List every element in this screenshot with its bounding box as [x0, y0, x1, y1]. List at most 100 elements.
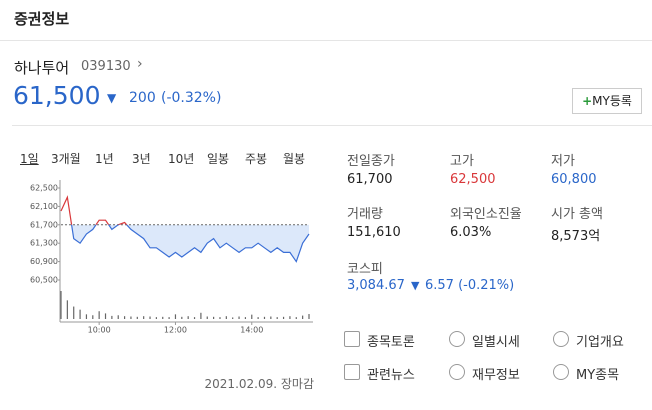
down-icon: ▼ — [411, 279, 420, 292]
volume-bar — [181, 316, 183, 319]
volume-bar — [244, 317, 247, 319]
price: 61,500 — [13, 81, 101, 110]
tab[interactable]: 1년 — [95, 152, 114, 166]
volume-bar — [193, 317, 196, 319]
my-button-label: MY등록 — [592, 94, 632, 108]
stat-value: 60,800 — [551, 172, 597, 187]
volume-bar — [213, 316, 215, 319]
price-area — [71, 224, 309, 262]
volume-bar — [73, 306, 75, 319]
stat-label: 고가 — [450, 154, 474, 169]
x-tick-label: 14:00 — [240, 326, 263, 335]
index-change: 6.57 (-0.21%) — [425, 278, 515, 293]
tab[interactable]: 월봉 — [283, 152, 306, 166]
volume-bar — [238, 316, 240, 319]
volume-bar — [130, 316, 132, 319]
volume-bar — [206, 316, 208, 319]
tab[interactable]: 3년 — [132, 152, 151, 166]
volume-bar — [60, 291, 62, 319]
price-line-up — [60, 195, 128, 225]
change: 200 — [129, 90, 156, 106]
volume-bar — [98, 311, 100, 319]
tab[interactable]: 1일 — [20, 152, 39, 166]
volume-bar — [168, 317, 170, 319]
y-tick-label: 62,500 — [30, 184, 58, 193]
link-icon — [449, 364, 465, 380]
tab[interactable]: 일봉 — [207, 152, 230, 166]
volume-bar — [155, 317, 157, 319]
divider — [12, 125, 652, 126]
volume-bar — [104, 313, 107, 319]
y-tick-label: 61,700 — [30, 220, 58, 229]
link[interactable]: 기업개요 — [576, 335, 624, 350]
link[interactable]: 일별시세 — [472, 335, 520, 350]
volume-bar — [302, 315, 304, 319]
y-tick-label: 62,100 — [30, 202, 58, 211]
volume-bar — [187, 316, 189, 319]
tab[interactable]: 주봉 — [245, 152, 268, 166]
x-tick-label: 10:00 — [88, 326, 111, 335]
stat-label: 거래량 — [347, 207, 383, 222]
stock-code: 039130 — [81, 59, 131, 74]
volume-bar — [308, 314, 310, 319]
stock-name[interactable]: 하나투어 — [14, 59, 70, 77]
volume-bar — [79, 309, 81, 319]
link-icon — [344, 331, 360, 347]
link[interactable]: 종목토론 — [367, 335, 415, 350]
volume-bar — [270, 316, 272, 319]
change-pct: (-0.32%) — [161, 90, 222, 106]
divider — [0, 40, 652, 41]
down-icon: ▼ — [107, 91, 117, 105]
header-title: 증권정보 — [14, 10, 70, 28]
volume-bar — [251, 314, 253, 319]
volume-bar — [123, 316, 126, 319]
my-button[interactable]: +MY등록 — [572, 88, 642, 114]
footer: 2021.02.09. 장마감 — [204, 377, 314, 391]
volume-bar — [282, 316, 285, 319]
stat-value: 151,610 — [347, 225, 401, 240]
price-line — [70, 224, 310, 263]
volume-bar — [263, 316, 266, 319]
volume-bar — [66, 300, 68, 319]
volume-bar — [295, 317, 297, 319]
x-tick-label: 12:00 — [164, 326, 187, 335]
volume-bar — [111, 315, 113, 319]
volume-bar — [85, 314, 88, 319]
volume-bar — [162, 316, 164, 319]
volume-bar — [143, 316, 145, 319]
tab[interactable]: 10년 — [168, 152, 195, 166]
volume-bar — [136, 316, 138, 319]
link[interactable]: MY종목 — [576, 368, 620, 383]
link[interactable]: 관련뉴스 — [367, 368, 415, 383]
y-tick-label: 60,900 — [30, 257, 58, 266]
y-tick-label: 60,500 — [30, 276, 58, 285]
volume-bar — [232, 317, 234, 319]
stat-value: 61,700 — [347, 172, 393, 187]
link-icon — [553, 331, 569, 347]
stat-value: 6.03% — [450, 225, 492, 240]
stat-value: 62,500 — [450, 172, 496, 187]
stat-value: 8,573억 — [551, 229, 601, 244]
volume-bar — [276, 317, 278, 319]
volume-bar — [174, 314, 177, 319]
volume-bar — [200, 312, 202, 319]
arrow-icon[interactable]: › — [137, 56, 143, 72]
stat-label: 전일종가 — [347, 154, 395, 169]
tab[interactable]: 3개월 — [51, 152, 81, 166]
stat-label: 저가 — [551, 154, 575, 169]
y-tick-label: 61,300 — [30, 239, 58, 248]
volume-bar — [92, 315, 94, 319]
link[interactable]: 재무정보 — [472, 368, 520, 383]
link-icon — [344, 364, 360, 380]
volume-bar — [219, 317, 221, 319]
volume-bar — [257, 317, 259, 319]
volume-bar — [225, 316, 227, 319]
volume-bar — [289, 316, 291, 319]
volume-bar — [149, 316, 151, 319]
index-value: 3,084.67 — [347, 278, 405, 293]
stat-label: 시가 총액 — [551, 207, 603, 222]
link-icon — [553, 364, 569, 380]
stat-label: 외국인소진율 — [450, 207, 522, 222]
